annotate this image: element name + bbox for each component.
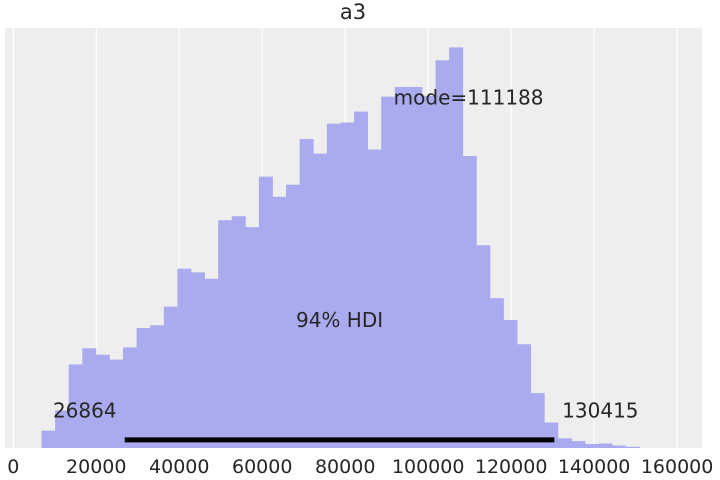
histogram-bar: [612, 445, 627, 448]
x-tick-label: 120000: [475, 456, 548, 478]
mode-label: mode=111188: [394, 86, 544, 110]
histogram-bar: [435, 60, 450, 449]
histogram-bar: [136, 328, 151, 448]
histogram-bar: [625, 446, 640, 448]
histogram-bar: [517, 344, 532, 448]
histogram-bar: [340, 122, 355, 448]
histogram-bar: [503, 319, 518, 448]
histogram-bar: [476, 245, 491, 448]
x-tick-label: 80000: [315, 456, 375, 478]
x-tick-label: 40000: [149, 456, 209, 478]
histogram-bar: [421, 95, 436, 448]
histogram-bar: [68, 364, 83, 448]
histogram-bar: [41, 430, 56, 448]
histogram-bar: [218, 220, 233, 448]
x-tick-label: 160000: [641, 456, 714, 478]
histogram-bar: [190, 272, 205, 448]
histogram-bar: [245, 227, 260, 448]
x-tick-label: 100000: [392, 456, 465, 478]
x-axis-ticks: 0 20000 40000 60000 80000 100000 120000 140000 1…: [7, 456, 713, 478]
histogram-bar: [177, 268, 192, 448]
histogram-bar: [571, 441, 586, 448]
histogram-bar: [462, 156, 477, 448]
histogram-bar: [204, 278, 219, 448]
histogram-bar: [326, 123, 341, 448]
x-tick-label: 20000: [66, 456, 126, 478]
histogram-bar: [299, 139, 314, 449]
histogram-bars: [41, 47, 640, 449]
histogram-bar: [55, 410, 70, 448]
histogram-bar: [313, 153, 328, 448]
x-tick-label: 60000: [232, 456, 292, 478]
histogram-bar: [489, 298, 504, 448]
hdi-low-label: 26864: [53, 399, 117, 423]
histogram-bar: [557, 438, 572, 448]
histogram-bar: [163, 306, 178, 448]
histogram-bar: [408, 86, 423, 448]
hdi-high-label: 130415: [562, 399, 638, 423]
histogram-bar: [123, 347, 138, 448]
x-tick-label: 0: [7, 456, 19, 478]
histogram-bar: [354, 111, 369, 448]
histogram-bar: [82, 348, 97, 448]
hdi-label: 94% HDI: [296, 308, 383, 332]
histogram-bar: [381, 96, 396, 449]
histogram-bar: [367, 149, 382, 449]
histogram-bar: [95, 354, 110, 448]
histogram-bar: [598, 443, 613, 448]
histogram-bar: [258, 176, 273, 448]
x-tick-label: 140000: [558, 456, 631, 478]
histogram-bar: [585, 443, 599, 448]
histogram-bar: [109, 359, 124, 448]
histogram-bar: [530, 393, 545, 448]
histogram-bar: [286, 184, 301, 448]
histogram-bar: [272, 196, 287, 448]
histogram-bar: [449, 47, 464, 449]
histogram-bar: [394, 86, 409, 448]
histogram-bar: [231, 216, 246, 448]
histogram-bar: [150, 325, 165, 448]
chart-title: a3: [340, 0, 366, 24]
histogram-bar: [544, 422, 559, 448]
